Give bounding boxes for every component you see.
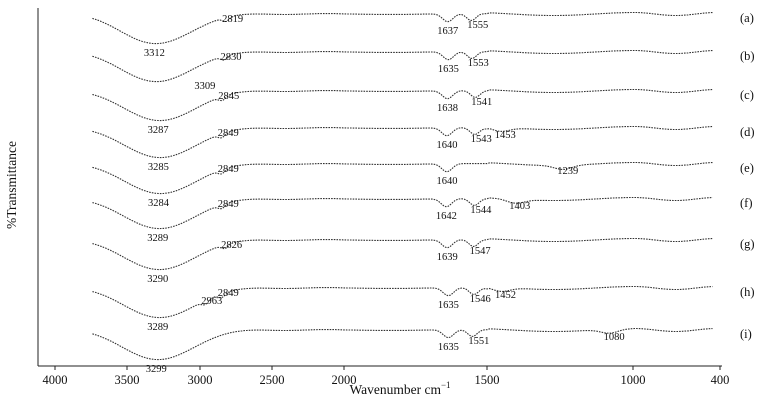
peak-label-a-1637: 1637 bbox=[437, 26, 458, 37]
peak-label-h-1635: 1635 bbox=[438, 300, 459, 311]
spectrum-line-g bbox=[92, 237, 713, 271]
peak-label-h-2849: 2849 bbox=[218, 288, 239, 299]
peak-label-i-3299: 3299 bbox=[146, 364, 167, 375]
spectrum-line-d bbox=[92, 125, 713, 159]
series-label-c: (c) bbox=[740, 88, 754, 102]
peak-label-d-2849: 2849 bbox=[218, 128, 239, 139]
peak-label-a-2819: 2819 bbox=[222, 14, 243, 25]
x-tick-label-3000: 3000 bbox=[188, 373, 213, 387]
series-label-g: (g) bbox=[740, 237, 755, 251]
peak-label-b-1635: 1635 bbox=[438, 64, 459, 75]
x-tick-label-3500: 3500 bbox=[115, 373, 140, 387]
peak-label-d-1453: 1453 bbox=[495, 130, 516, 141]
series-label-f: (f) bbox=[740, 196, 753, 210]
peak-label-h-1452: 1452 bbox=[495, 290, 516, 301]
series-label-d: (d) bbox=[740, 125, 755, 139]
peak-label-h-1546: 1546 bbox=[470, 294, 491, 305]
x-tick-label-1000: 1000 bbox=[621, 373, 646, 387]
peak-label-c-1638: 1638 bbox=[437, 103, 458, 114]
peak-label-i-1080: 1080 bbox=[604, 332, 625, 343]
series-label-a: (a) bbox=[740, 11, 754, 25]
spectrum-line-e bbox=[92, 161, 713, 195]
peak-label-h-3289: 3289 bbox=[147, 322, 168, 333]
peak-labels-layer: 3312 2819 1637 1555 3309 2830 1635 1553 3287 2845… bbox=[144, 14, 625, 375]
peak-label-f-1403: 1403 bbox=[509, 201, 530, 212]
peak-label-a-1555: 1555 bbox=[467, 20, 488, 31]
x-axis: 4000 3500 3000 2500 2000 1500 1000 400 bbox=[37, 8, 730, 387]
peak-label-b-1553: 1553 bbox=[468, 58, 489, 69]
peak-label-f-1642: 1642 bbox=[436, 211, 457, 222]
spectrum-line-i bbox=[92, 327, 713, 361]
peak-label-c-3287: 3287 bbox=[148, 125, 169, 136]
series-labels-layer: (a) (b) (c) (d) (e) (f) (g) (h) (i) bbox=[740, 11, 755, 341]
spectra-layer bbox=[92, 11, 713, 361]
peak-label-h-2963: 2963 bbox=[201, 296, 222, 307]
peak-label-e-2849: 2849 bbox=[218, 164, 239, 175]
peak-label-c-2845: 2845 bbox=[218, 91, 239, 102]
peak-label-d-3285: 3285 bbox=[148, 162, 169, 173]
peak-label-e-1239: 1239 bbox=[557, 166, 578, 177]
peak-label-f-3289: 3289 bbox=[147, 233, 168, 244]
spectrum-line-f bbox=[92, 196, 713, 230]
peak-label-f-2849: 2849 bbox=[218, 199, 239, 210]
peak-label-d-1640: 1640 bbox=[437, 140, 458, 151]
spectrum-line-c bbox=[92, 88, 713, 122]
peak-label-a-3312: 3312 bbox=[144, 48, 165, 59]
series-label-e: (e) bbox=[740, 161, 754, 175]
x-axis-title: Wavenumber cm−1 bbox=[349, 380, 450, 397]
series-label-b: (b) bbox=[740, 49, 755, 63]
x-tick-label-400: 400 bbox=[711, 373, 730, 387]
series-label-h: (h) bbox=[740, 285, 755, 299]
peak-label-e-1640: 1640 bbox=[437, 176, 458, 187]
peak-label-d-1543: 1543 bbox=[471, 134, 492, 145]
peak-label-g-3290: 3290 bbox=[147, 274, 168, 285]
peak-label-c-1541: 1541 bbox=[471, 97, 492, 108]
x-tick-label-1500: 1500 bbox=[475, 373, 500, 387]
peak-label-e-3284: 3284 bbox=[148, 198, 170, 209]
spectrum-line-b bbox=[92, 49, 713, 83]
peak-label-g-2826: 2826 bbox=[221, 240, 242, 251]
x-tick-label-2000: 2000 bbox=[332, 373, 357, 387]
peak-label-i-1635: 1635 bbox=[438, 342, 459, 353]
series-label-i: (i) bbox=[740, 327, 752, 341]
peak-label-g-1639: 1639 bbox=[437, 252, 458, 263]
spectrum-line-h bbox=[92, 285, 713, 319]
peak-label-f-1544: 1544 bbox=[470, 205, 492, 216]
y-axis-title: %Transmittance bbox=[4, 141, 19, 229]
x-tick-label-4000: 4000 bbox=[43, 373, 68, 387]
peak-label-i-1551: 1551 bbox=[468, 336, 489, 347]
peak-label-g-1547: 1547 bbox=[470, 246, 491, 257]
x-tick-label-2500: 2500 bbox=[260, 373, 285, 387]
peak-label-b-2830: 2830 bbox=[221, 52, 242, 63]
spectrum-line-a bbox=[92, 11, 713, 45]
peak-label-b-3309: 3309 bbox=[194, 81, 215, 92]
